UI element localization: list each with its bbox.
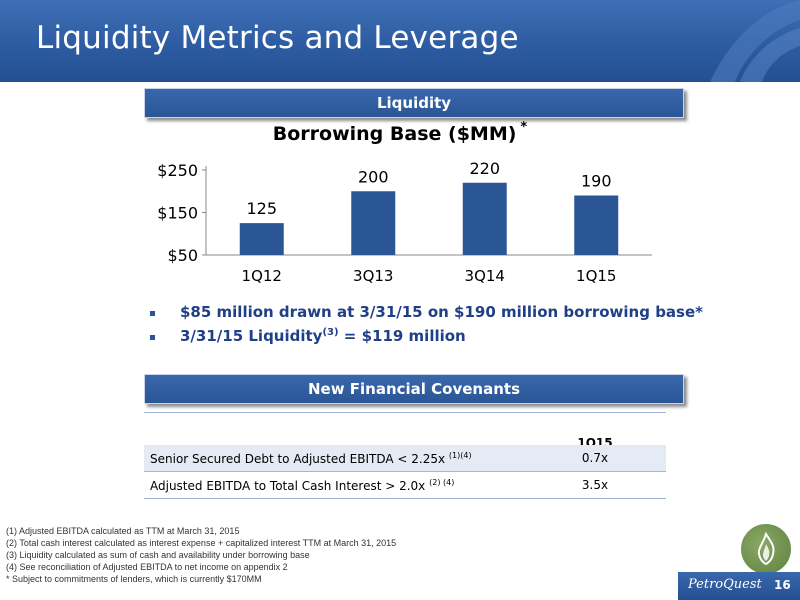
footnote: (1) Adjusted EBITDA calculated as TTM at… [6, 526, 240, 536]
covenant-value: 0.7x [581, 451, 609, 465]
bullet-text: $85 million drawn at 3/31/15 on $190 mil… [180, 303, 703, 321]
table-row: Adjusted EBITDA to Total Cash Interest >… [144, 472, 666, 499]
covenant-footnote-ref: (2) (4) [429, 478, 455, 487]
bullet-text-main: 3/31/15 Liquidity [180, 327, 323, 345]
borrowing-base-chart: $250 $150 $50 125 1Q12 200 3Q13 220 3Q14 190 1Q15 [157, 159, 652, 285]
company-logo-text: PetroQuest [688, 577, 762, 592]
x-tick-label: 3Q13 [353, 267, 393, 285]
covenants-section-header: New Financial Covenants [144, 374, 684, 404]
flame-glyph [757, 531, 775, 566]
bullet-square-icon [150, 335, 155, 340]
header-banner: Liquidity Metrics and Leverage [0, 0, 800, 82]
flame-icon [741, 524, 791, 574]
bullet-text: 3/31/15 Liquidity(3) = $119 million [180, 327, 466, 345]
bar [239, 223, 284, 255]
liquidity-section-header: Liquidity [144, 88, 684, 118]
covenant-label: Senior Secured Debt to Adjusted EBITDA <… [150, 451, 472, 466]
page-number: 16 [774, 578, 791, 592]
chart-title: Borrowing Base ($MM) * [0, 120, 800, 145]
page-title: Liquidity Metrics and Leverage [36, 20, 519, 56]
footnote: (3) Liquidity calculated as sum of cash … [6, 550, 310, 560]
data-label: 190 [581, 172, 612, 191]
logo-banner [678, 572, 800, 600]
bar [462, 182, 507, 255]
footnote: (4) See reconciliation of Adjusted EBITD… [6, 562, 288, 572]
y-tick-label: $150 [157, 204, 198, 223]
footnote: * Subject to commitments of lenders, whi… [6, 574, 262, 584]
y-tick-label: $50 [167, 246, 198, 265]
data-label: 200 [358, 167, 389, 186]
bullet-footnote-ref: (3) [322, 327, 339, 338]
bullet-square-icon [150, 311, 155, 316]
bullet-text-tail: = $119 million [338, 327, 466, 345]
data-label: 220 [469, 159, 500, 178]
footnote: (2) Total cash interest calculated as in… [6, 538, 397, 548]
covenant-value: 3.5x [581, 478, 609, 492]
swoosh-decoration [710, 0, 800, 82]
y-tick-label: $250 [157, 161, 198, 180]
x-tick-label: 1Q15 [576, 267, 616, 285]
bar [574, 195, 619, 255]
covenant-label-text: Adjusted EBITDA to Total Cash Interest >… [150, 479, 426, 493]
table-header-row: 1Q15 [144, 413, 666, 450]
x-tick-label: 3Q14 [465, 267, 505, 285]
footnotes: (1) Adjusted EBITDA calculated as TTM at… [6, 525, 396, 585]
x-tick-label: 1Q12 [242, 267, 282, 285]
table-row: Senior Secured Debt to Adjusted EBITDA <… [144, 445, 666, 472]
bar [351, 191, 396, 255]
covenant-label-text: Senior Secured Debt to Adjusted EBITDA <… [150, 452, 446, 466]
covenants-table: 1Q15 Senior Secured Debt to Adjusted EBI… [144, 412, 666, 499]
covenant-label: Adjusted EBITDA to Total Cash Interest >… [150, 478, 454, 493]
covenant-footnote-ref: (1)(4) [448, 451, 472, 460]
chart-title-text: Borrowing Base ($MM) [272, 123, 517, 145]
data-label: 125 [246, 199, 277, 218]
chart-title-asterisk: * [520, 120, 528, 135]
